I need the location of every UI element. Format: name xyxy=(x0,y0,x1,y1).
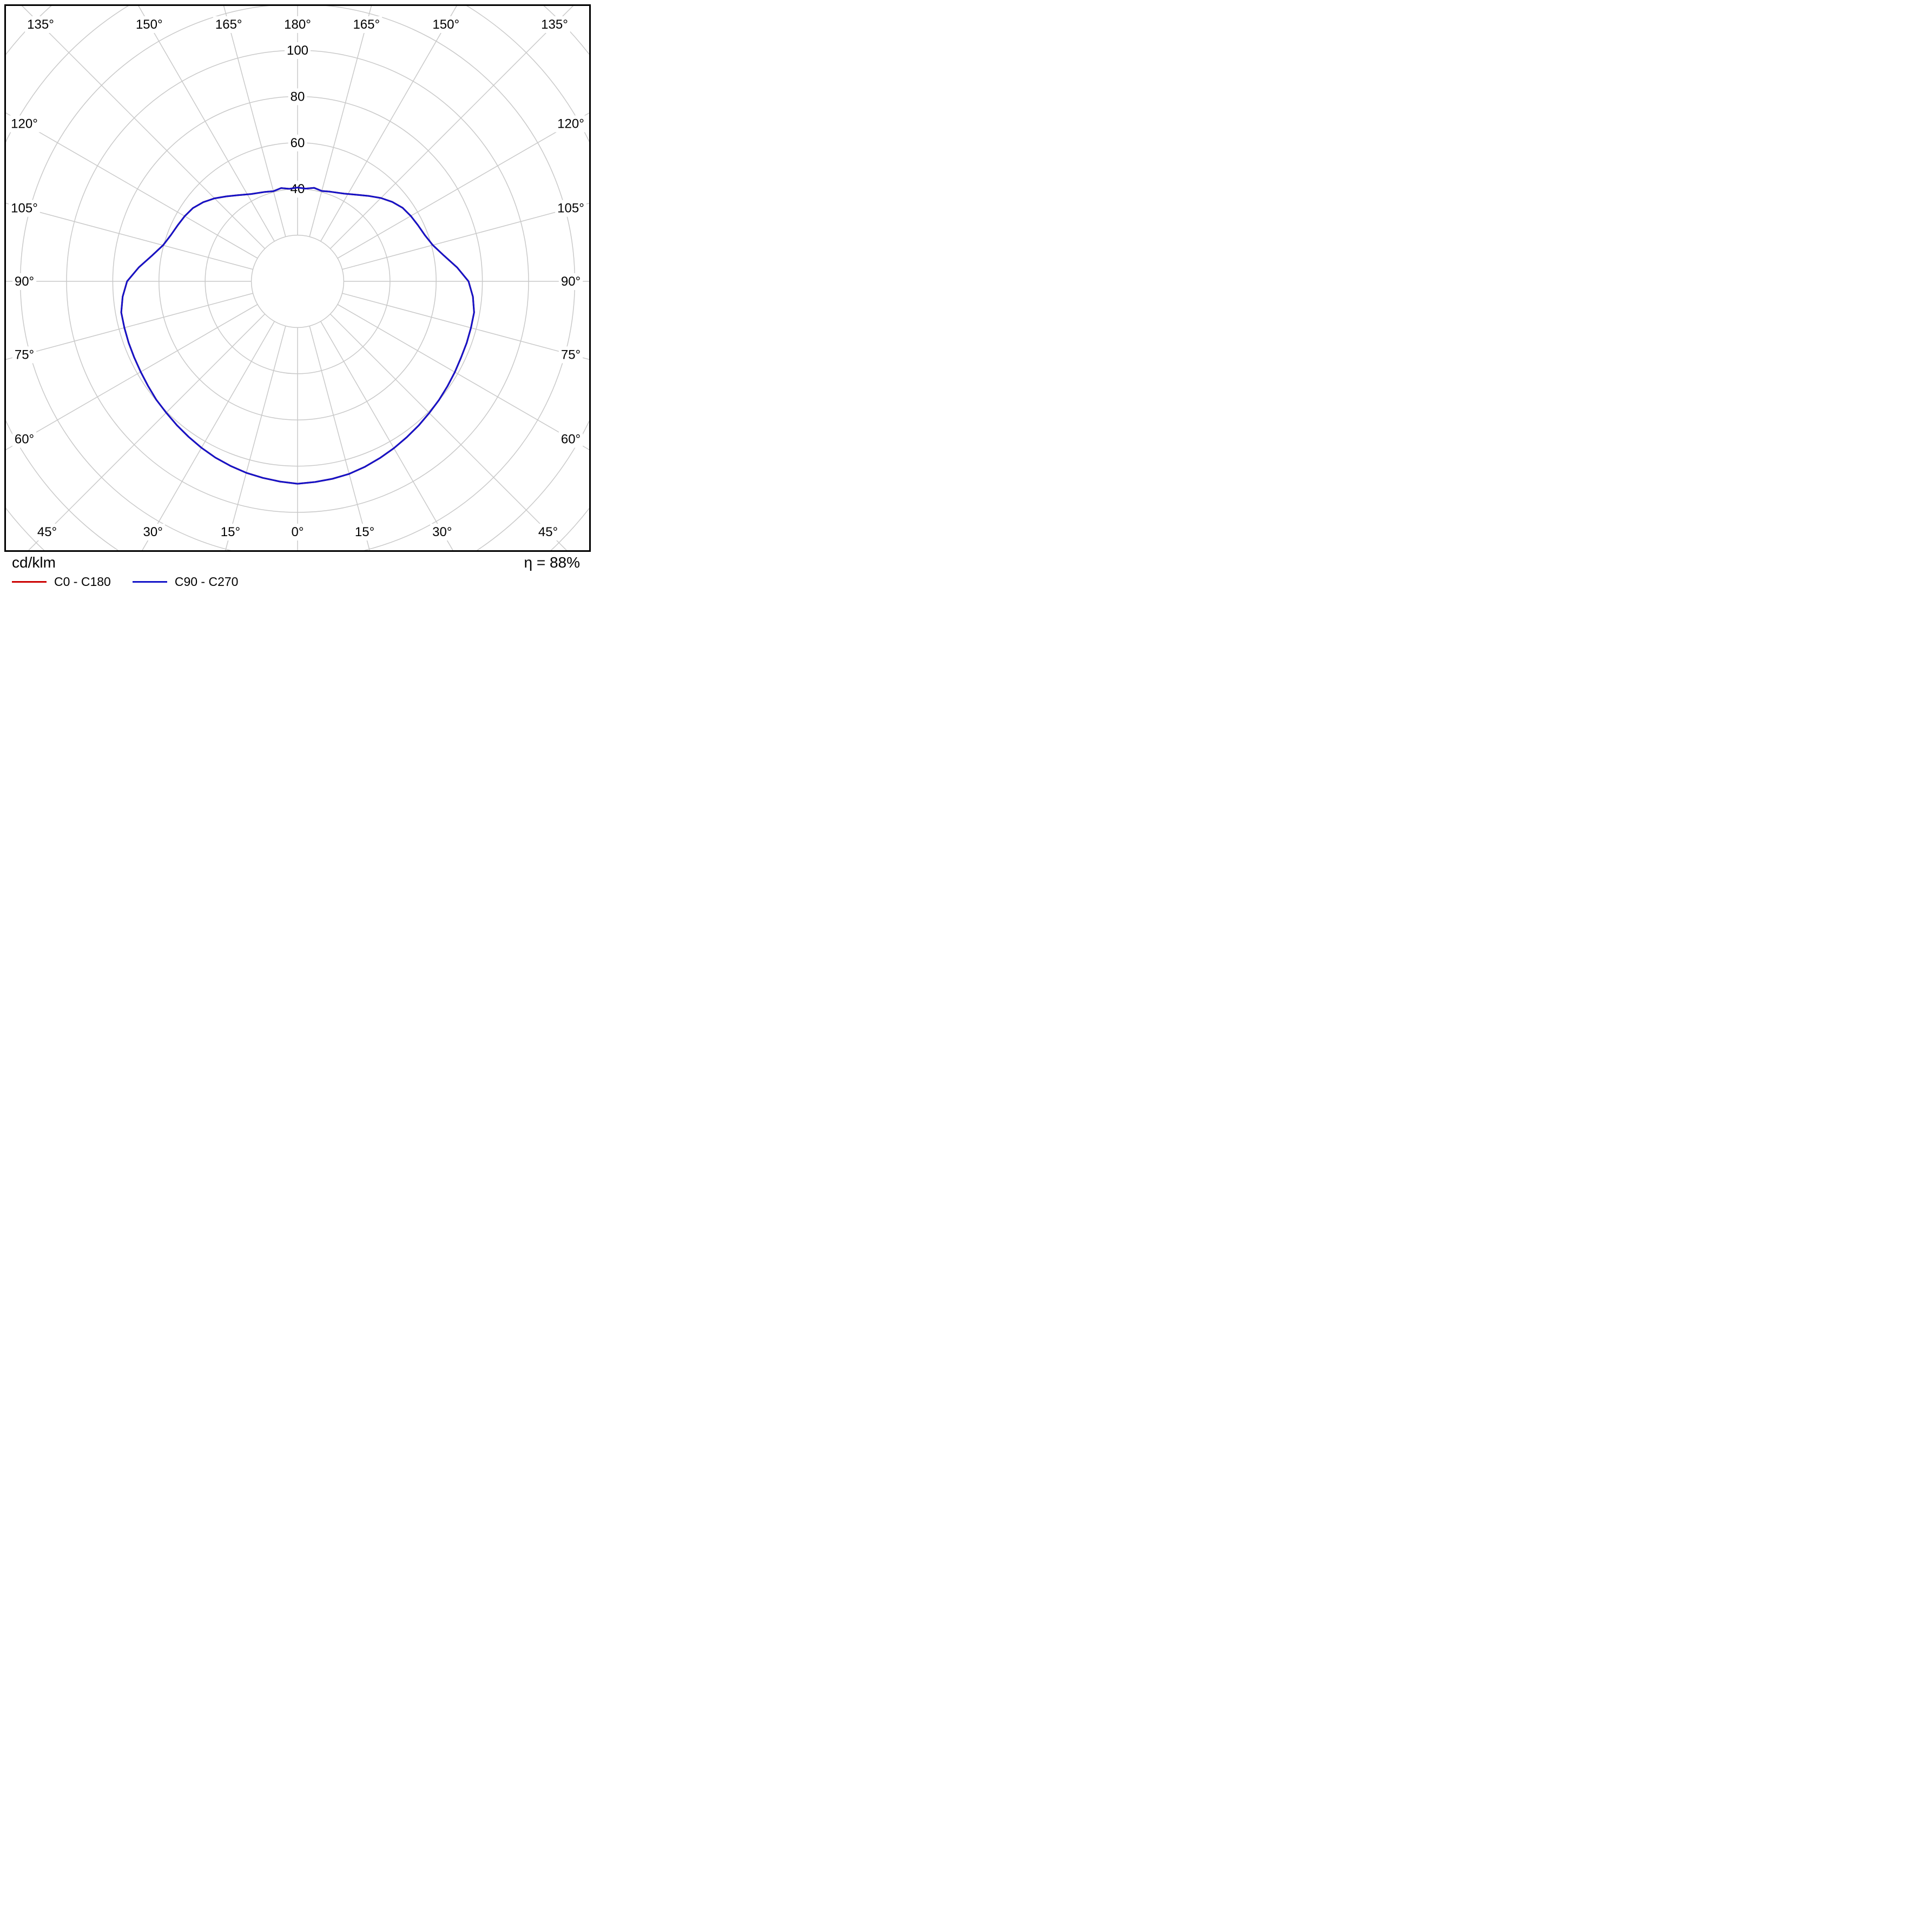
grid-spoke xyxy=(6,304,258,451)
radial-tick-label: 80 xyxy=(291,89,305,104)
label-mask xyxy=(288,134,307,151)
angle-label: 15° xyxy=(355,525,374,539)
label-mask xyxy=(12,346,37,364)
grid-spoke xyxy=(6,202,253,270)
angle-label: 45° xyxy=(538,525,558,539)
angle-label: 60° xyxy=(561,432,581,447)
grid-spoke xyxy=(342,293,589,360)
angle-label: 105° xyxy=(557,201,584,216)
legend-item-c90-c270: C90 - C270 xyxy=(132,575,239,589)
c0-c180-line-swatch xyxy=(12,581,47,583)
angle-label: 75° xyxy=(561,347,581,362)
label-mask xyxy=(284,42,311,59)
label-mask xyxy=(289,524,306,540)
grid-spoke xyxy=(320,6,457,242)
angle-label: 150° xyxy=(432,17,459,32)
label-mask xyxy=(12,431,37,448)
grid-spoke xyxy=(329,6,574,249)
intensity-curve-C90-C270 xyxy=(120,187,475,485)
angle-label: 30° xyxy=(143,525,163,539)
angle-label: 90° xyxy=(561,274,581,289)
label-mask xyxy=(35,524,60,540)
angle-label: 30° xyxy=(432,525,452,539)
label-mask xyxy=(558,273,583,290)
grid-spoke xyxy=(28,313,266,550)
angle-label: 0° xyxy=(292,525,304,539)
label-mask xyxy=(555,115,586,133)
label-mask xyxy=(430,16,462,33)
grid-ring xyxy=(250,234,345,328)
polar-chart-svg: 40 60 80 100 135° 150° 165° 180° 165° 150° 135° 120… xyxy=(6,6,589,550)
angle-label: 75° xyxy=(15,347,34,362)
angle-label: 150° xyxy=(136,17,163,32)
label-mask xyxy=(9,115,40,133)
label-mask xyxy=(9,200,40,217)
label-mask xyxy=(218,524,243,540)
label-mask xyxy=(352,524,377,540)
label-mask xyxy=(555,200,586,217)
label-mask xyxy=(213,16,245,33)
radial-tick-label: 40 xyxy=(291,182,305,196)
angle-label: 180° xyxy=(284,17,311,32)
c90-c270-line-swatch xyxy=(132,581,167,583)
grid-spoke xyxy=(320,321,453,550)
legend-label-c0-c180: C0 - C180 xyxy=(54,575,111,589)
grid-spoke xyxy=(138,6,275,242)
angle-label: 165° xyxy=(215,17,242,32)
label-mask xyxy=(536,524,561,540)
angle-label: 165° xyxy=(353,17,380,32)
label-mask xyxy=(539,16,570,33)
grid-spoke xyxy=(6,112,258,259)
legend-item-c0-c180: C0 - C180 xyxy=(12,575,111,589)
unit-label: cd/klm xyxy=(12,554,56,571)
plot-frame: 40 60 80 100 135° 150° 165° 180° 165° 150° 135° 120… xyxy=(4,4,591,552)
efficiency-label: η = 88% xyxy=(524,554,580,571)
label-mask xyxy=(558,431,583,448)
grid-spoke xyxy=(337,112,589,259)
grid-spoke xyxy=(21,6,266,249)
grid-spoke xyxy=(337,304,589,451)
legend: C0 - C180 C90 - C270 xyxy=(12,575,238,589)
label-mask xyxy=(282,16,313,33)
angle-label: 105° xyxy=(11,201,38,216)
angle-label: 45° xyxy=(37,525,57,539)
label-mask xyxy=(288,88,307,105)
angle-label: 60° xyxy=(15,432,34,447)
label-mask xyxy=(430,524,454,540)
angle-label: 135° xyxy=(541,17,568,32)
grid-spoke xyxy=(329,313,568,550)
angle-label: 120° xyxy=(557,116,584,131)
grid-spoke xyxy=(142,321,275,550)
label-mask xyxy=(141,524,165,540)
label-mask xyxy=(133,16,165,33)
angle-label: 135° xyxy=(27,17,54,32)
grid-spoke xyxy=(342,202,589,270)
angle-label: 15° xyxy=(221,525,240,539)
label-mask xyxy=(25,16,56,33)
radial-tick-label: 100 xyxy=(287,43,308,58)
label-mask xyxy=(558,346,583,364)
label-mask xyxy=(12,273,37,290)
grid-spoke xyxy=(309,6,372,237)
angle-label: 90° xyxy=(15,274,34,289)
legend-label-c90-c270: C90 - C270 xyxy=(174,575,239,589)
angle-label: 120° xyxy=(11,116,38,131)
grid-spoke xyxy=(225,326,286,550)
grid-spoke xyxy=(6,293,253,360)
grid-spoke xyxy=(223,6,286,237)
radial-tick-label: 60 xyxy=(291,136,305,150)
label-mask xyxy=(351,16,383,33)
